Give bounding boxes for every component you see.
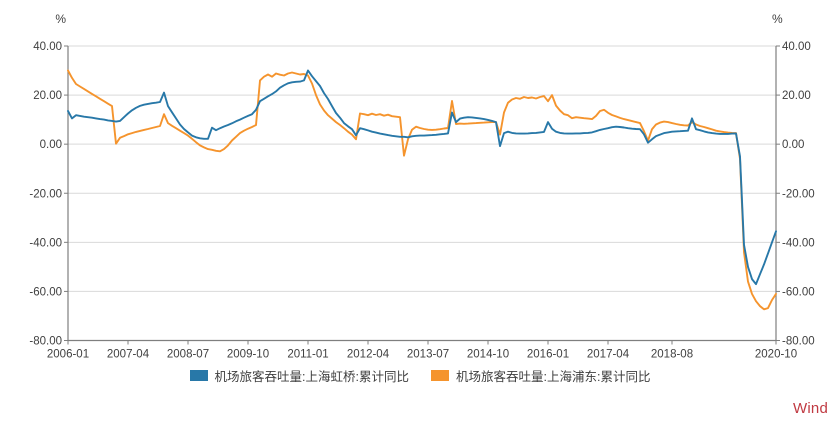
y-tick-label-left: 20.00 — [33, 90, 62, 102]
x-tick-label: 2011-01 — [287, 349, 328, 361]
y-tick-label-right: -20.00 — [782, 188, 815, 200]
y-tick-label-right: 40.00 — [782, 41, 811, 53]
x-tick-label: 2012-04 — [347, 349, 390, 361]
left-axis-unit: % — [55, 12, 66, 26]
x-tick-label: 2009-10 — [227, 349, 269, 361]
series-line-pudong — [67, 69, 777, 311]
legend: 机场旅客吞吐量:上海虹桥:累计同比 机场旅客吞吐量:上海浦东:累计同比 — [0, 366, 840, 385]
legend-swatch-icon — [431, 370, 449, 381]
right-axis-unit: % — [772, 12, 783, 26]
y-tick-label-left: -80.00 — [29, 336, 62, 348]
legend-item-pudong: 机场旅客吞吐量:上海浦东:累计同比 — [431, 366, 650, 385]
series-line-hongqiao — [67, 69, 777, 286]
x-tick-label: 2017-04 — [587, 349, 630, 361]
legend-label: 机场旅客吞吐量:上海虹桥:累计同比 — [214, 370, 409, 384]
y-tick-label-left: -60.00 — [29, 286, 62, 298]
legend-label: 机场旅客吞吐量:上海浦东:累计同比 — [456, 370, 651, 384]
y-tick-label-right: 0.00 — [782, 139, 804, 151]
x-tick-label: 2016-01 — [527, 349, 569, 361]
y-tick-label-right: -80.00 — [782, 336, 815, 348]
x-tick-label: 2013-07 — [407, 349, 449, 361]
x-tick-label: 2018-08 — [651, 349, 693, 361]
y-tick-label-right: -60.00 — [782, 286, 815, 298]
y-tick-label-right: 20.00 — [782, 90, 811, 102]
y-tick-label-left: -40.00 — [29, 237, 62, 249]
wind-watermark: Wind — [793, 400, 828, 417]
x-tick-label: 2008-07 — [167, 349, 209, 361]
y-tick-label-right: -40.00 — [782, 237, 815, 249]
legend-swatch-icon — [189, 370, 208, 381]
legend-item-hongqiao: 机场旅客吞吐量:上海虹桥:累计同比 — [189, 366, 409, 385]
y-tick-label-left: -20.00 — [29, 188, 62, 200]
x-tick-label: 2014-10 — [467, 349, 509, 361]
x-tick-label: 2007-04 — [107, 349, 150, 361]
x-tick-label: 2020-10 — [755, 349, 797, 361]
y-tick-label-left: 0.00 — [40, 139, 62, 151]
y-tick-label-left: 40.00 — [33, 41, 62, 53]
x-tick-label: 2006-01 — [47, 349, 89, 361]
